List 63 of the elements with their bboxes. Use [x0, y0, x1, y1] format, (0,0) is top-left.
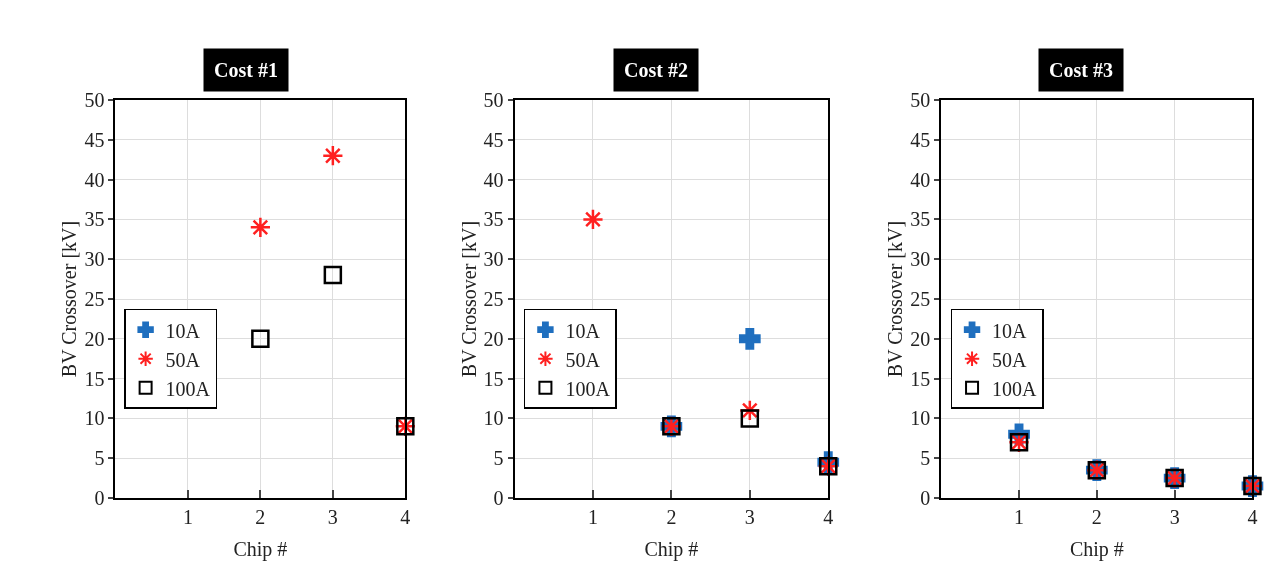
x-tick-label: 2 [1091, 506, 1102, 528]
legend-label: 100A [165, 377, 211, 400]
chart-title: Cost #2 [624, 59, 688, 81]
y-tick-label: 0 [920, 487, 931, 509]
legend-label: 50A [992, 348, 1028, 371]
y-tick-label: 15 [483, 367, 504, 390]
legend-label: 10A [992, 319, 1028, 342]
legend-label: 50A [165, 348, 201, 371]
legend-label: 100A [992, 377, 1038, 400]
chart-title: Cost #1 [214, 59, 278, 81]
y-axis-title: BV Crossover [kV] [58, 220, 81, 378]
y-tick-label: 35 [483, 208, 504, 231]
y-tick-label: 30 [483, 248, 504, 271]
x-axis-title: Chip # [1069, 538, 1124, 561]
legend-label: 50A [565, 348, 601, 371]
x-tick-label: 3 [327, 506, 338, 528]
y-tick-label: 15 [84, 367, 105, 390]
x-axis-title: Chip # [233, 538, 288, 561]
y-tick-label: 0 [94, 487, 105, 509]
x-tick-label: 4 [400, 506, 411, 528]
y-tick-label: 20 [910, 327, 931, 350]
x-tick-label: 1 [587, 506, 598, 528]
y-tick-label: 5 [493, 447, 504, 470]
y-tick-label: 0 [493, 487, 504, 509]
x-tick-label: 1 [182, 506, 193, 528]
y-tick-label: 15 [910, 367, 931, 390]
x-tick-label: 2 [666, 506, 677, 528]
x-tick-label: 3 [744, 506, 755, 528]
y-tick-label: 5 [920, 447, 931, 470]
legend-label: 10A [165, 319, 201, 342]
y-tick-label: 10 [483, 407, 504, 430]
x-tick-label: 3 [1169, 506, 1180, 528]
y-tick-label: 45 [483, 128, 504, 151]
y-tick-label: 45 [910, 128, 931, 151]
y-tick-label: 40 [84, 168, 105, 191]
y-tick-label: 5 [94, 447, 105, 470]
y-tick-label: 35 [910, 208, 931, 231]
x-tick-label: 1 [1014, 506, 1025, 528]
x-tick-label: 2 [255, 506, 266, 528]
y-axis-title: BV Crossover [kV] [457, 220, 480, 378]
x-tick-label: 4 [823, 506, 834, 528]
y-tick-label: 50 [483, 89, 504, 111]
y-tick-label: 20 [483, 327, 504, 350]
y-tick-label: 40 [483, 168, 504, 191]
y-tick-label: 10 [84, 407, 105, 430]
y-tick-label: 35 [84, 208, 105, 231]
x-tick-label: 4 [1247, 506, 1258, 528]
y-tick-label: 20 [84, 327, 105, 350]
y-tick-label: 10 [910, 407, 931, 430]
y-tick-label: 25 [483, 288, 504, 310]
y-tick-label: 30 [910, 248, 931, 271]
y-tick-label: 40 [910, 168, 931, 191]
chart-title: Cost #3 [1049, 59, 1113, 81]
legend-label: 100A [565, 377, 611, 400]
y-tick-label: 30 [84, 248, 105, 271]
y-tick-label: 50 [910, 89, 931, 111]
y-tick-label: 45 [84, 128, 105, 151]
y-tick-label: 25 [910, 288, 931, 310]
y-tick-label: 25 [84, 288, 105, 310]
legend-label: 10A [565, 319, 601, 342]
y-axis-title: BV Crossover [kV] [884, 220, 907, 378]
x-axis-title: Chip # [644, 538, 699, 561]
y-tick-label: 50 [84, 89, 105, 111]
